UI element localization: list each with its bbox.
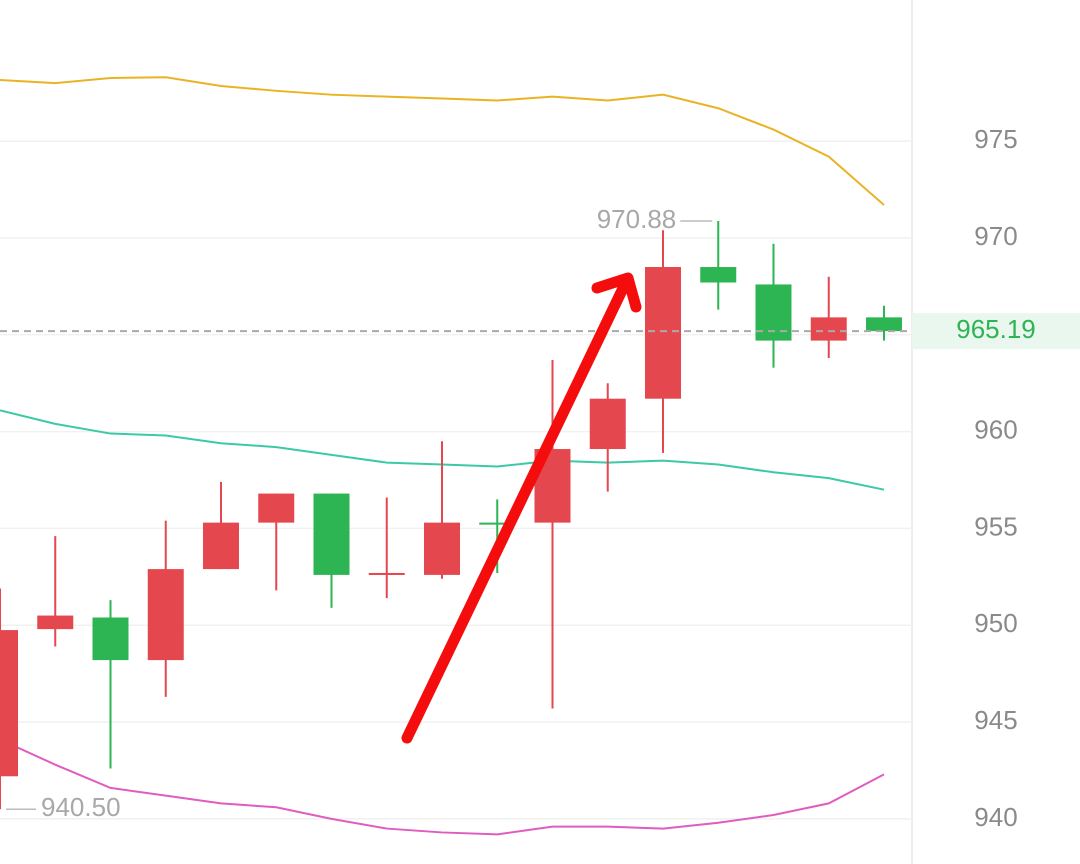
y-tick-label: 945: [974, 705, 1017, 735]
candle-body: [866, 317, 902, 332]
candle-body: [755, 284, 792, 341]
y-tick-label: 970: [974, 221, 1017, 251]
y-tick-label: 955: [974, 511, 1017, 541]
band-line: [0, 738, 885, 836]
y-tick-label: 950: [974, 608, 1017, 638]
candle-body: [0, 630, 18, 777]
last-price-box: [912, 313, 1080, 350]
candle-body: [700, 267, 737, 283]
trend-arrow: [401, 272, 642, 744]
arrow-head: [591, 272, 642, 313]
candle-body: [479, 522, 516, 525]
candle-body: [368, 572, 405, 575]
candle-body: [37, 615, 74, 630]
candle-body: [810, 317, 847, 341]
high-marker-label: 970.88: [597, 204, 677, 234]
y-tick-label: 940: [974, 802, 1017, 832]
arrow-shaft: [401, 276, 632, 744]
y-tick-label: 960: [974, 414, 1017, 444]
band-line: [0, 76, 885, 206]
candle-body: [92, 617, 129, 661]
y-tick-label: 975: [974, 124, 1017, 154]
candle-body: [203, 522, 239, 570]
candle-body: [424, 522, 460, 575]
candle-body: [589, 398, 626, 450]
low-marker-label: 940.50: [41, 792, 121, 822]
candle-body: [147, 569, 184, 661]
candle-body: [258, 493, 295, 523]
overlay: 965.19 970.88 940.50: [0, 204, 1080, 822]
candle-body: [313, 493, 350, 575]
candle-body: [645, 267, 681, 399]
last-price-label: 965.19: [956, 314, 1036, 344]
